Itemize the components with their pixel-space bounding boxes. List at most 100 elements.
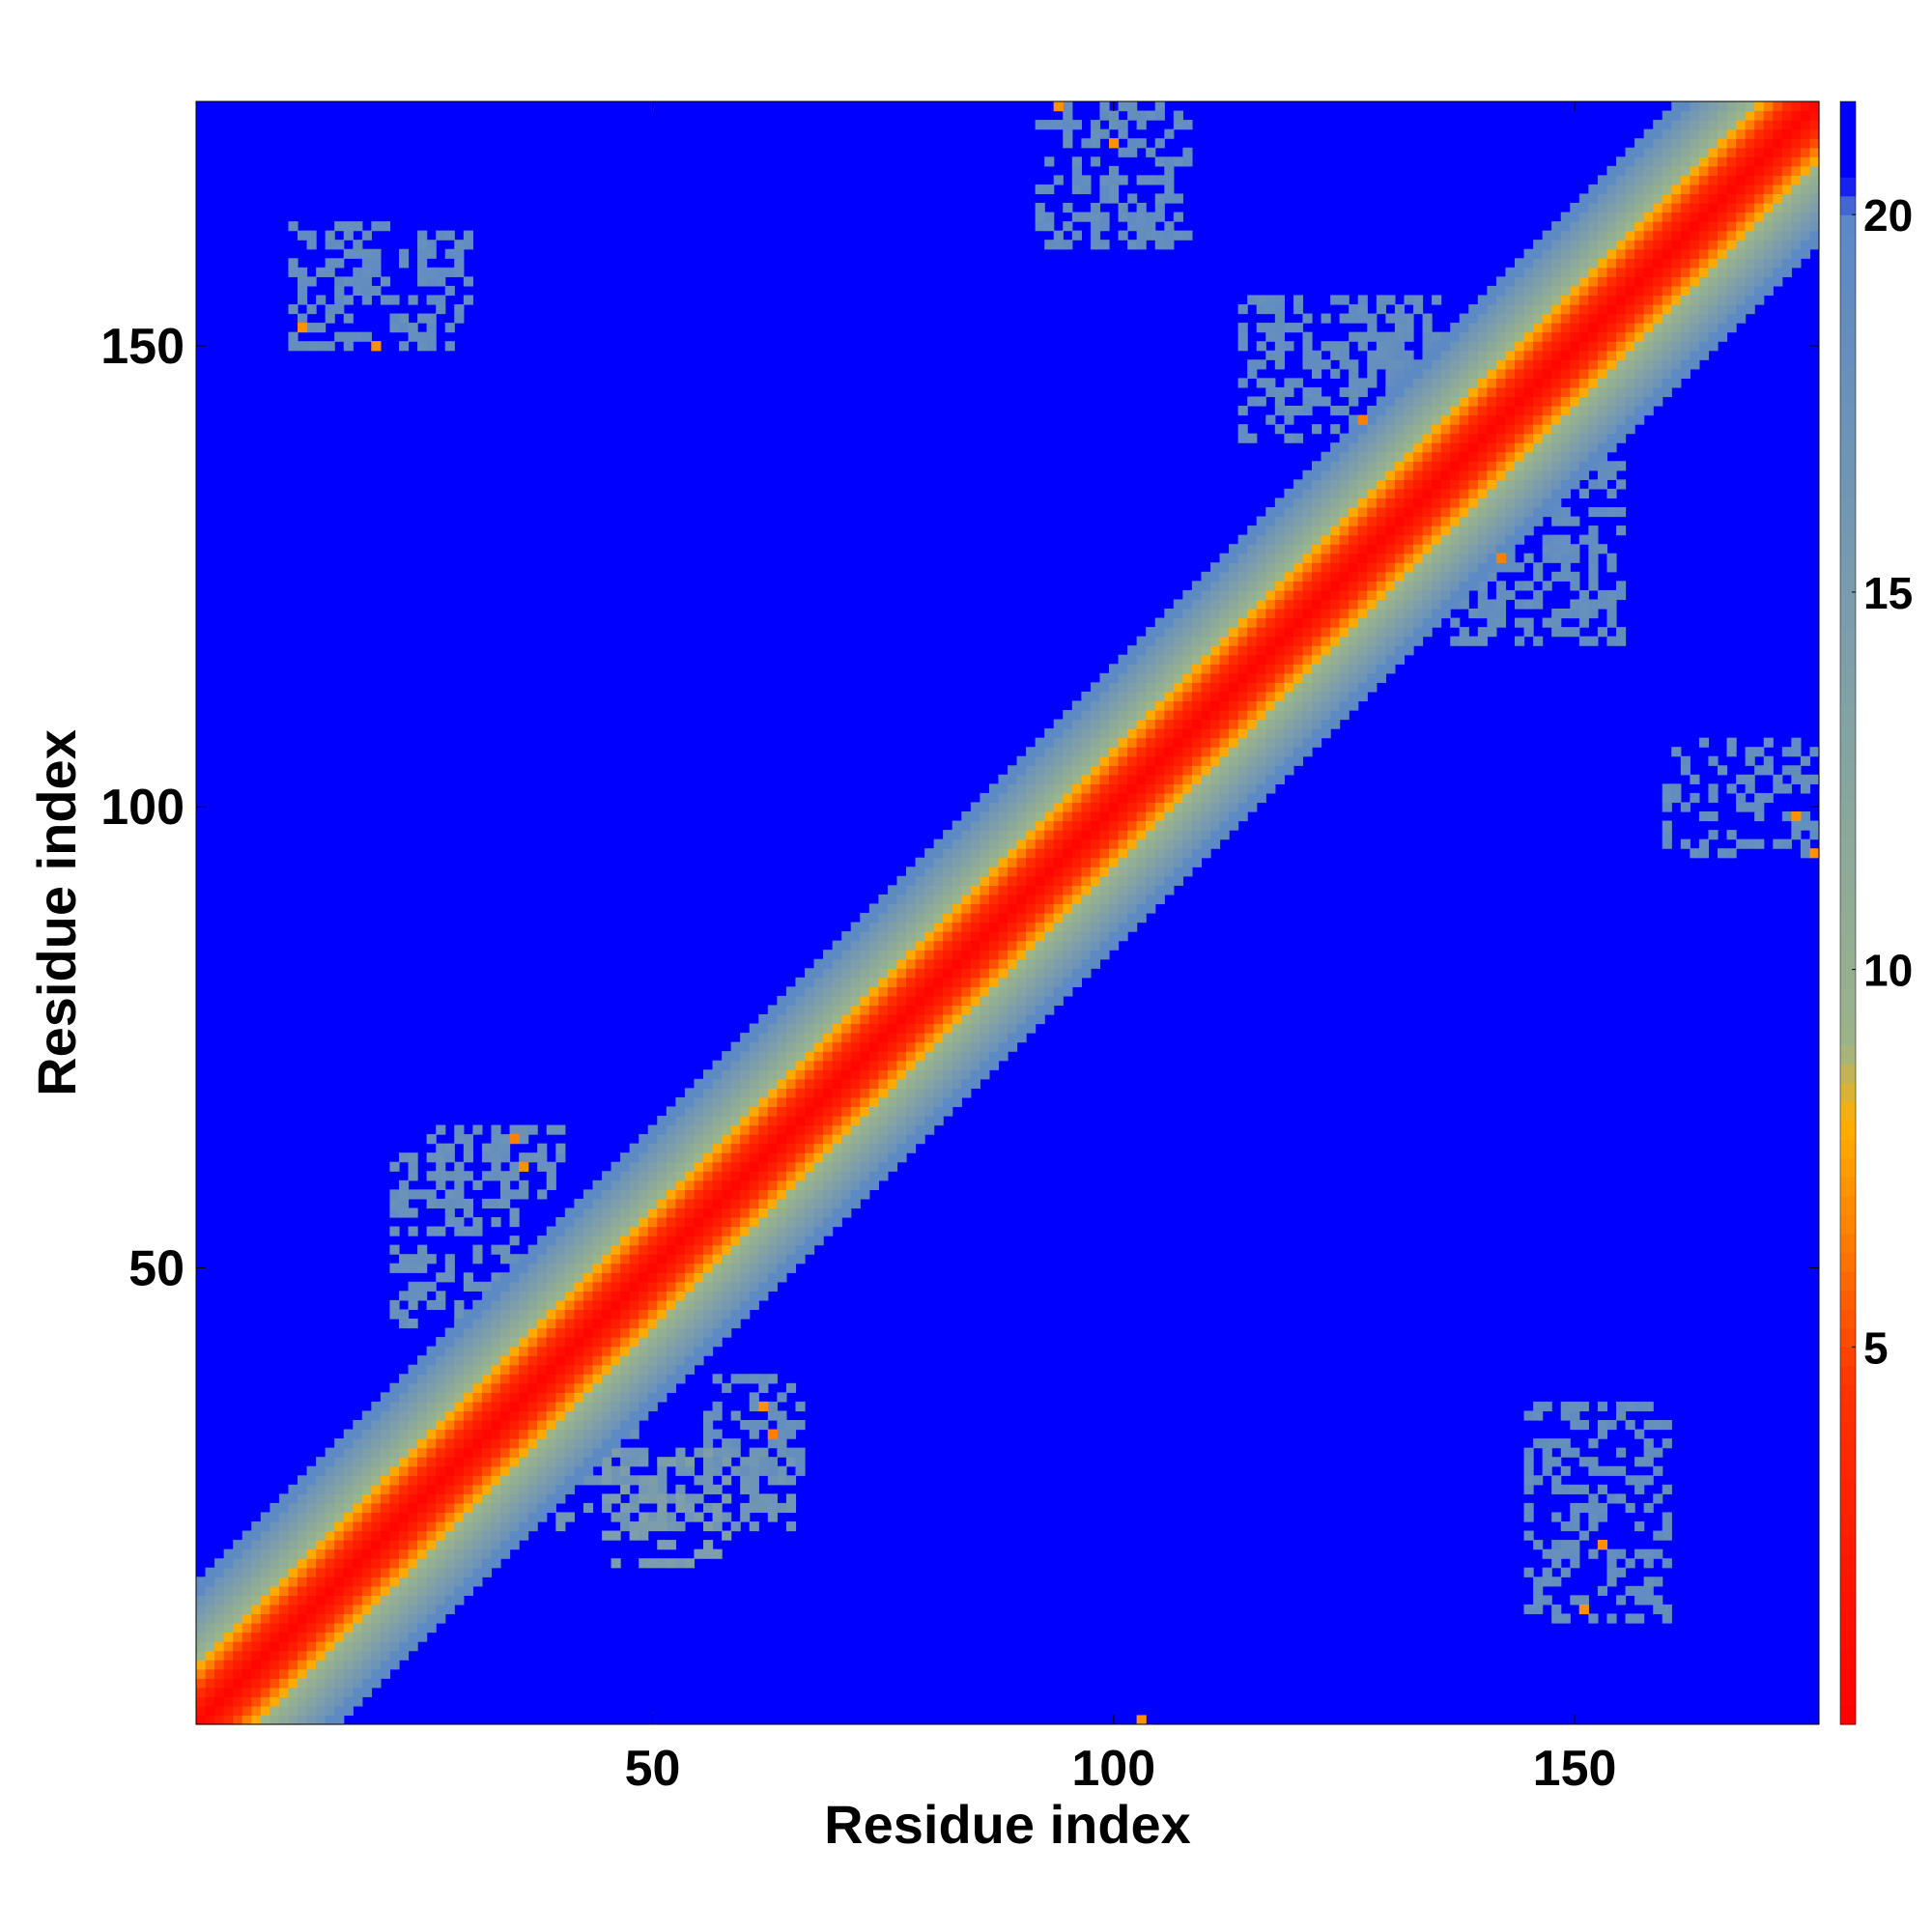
diagonal-cell (417, 1447, 428, 1458)
diagonal-cell (537, 1457, 548, 1467)
diagonal-cell (970, 977, 980, 987)
diagonal-cell (242, 1641, 252, 1652)
contact-cell (444, 1217, 455, 1228)
diagonal-cell (334, 1705, 345, 1717)
contact-cell (1302, 396, 1313, 407)
contact-cell (1164, 221, 1175, 232)
diagonal-cell (611, 1319, 621, 1329)
diagonal-cell (896, 968, 907, 979)
contact-cell (564, 1512, 575, 1522)
contact-cell (1708, 755, 1719, 766)
diagonal-cell (1016, 968, 1027, 979)
diagonal-cell (740, 1299, 751, 1311)
contact-cell (1330, 368, 1341, 379)
diagonal-cell (1284, 617, 1294, 628)
diagonal-cell (952, 894, 962, 905)
contact-cell (1690, 792, 1700, 804)
diagonal-cell (380, 1660, 391, 1670)
diagonal-cell (1035, 765, 1045, 776)
diagonal-cell (823, 1005, 834, 1015)
diagonal-cell (316, 1567, 327, 1577)
diagonal-cell (1136, 867, 1147, 877)
contact-cell (1274, 424, 1285, 435)
diagonal-cell (251, 1687, 262, 1697)
diagonal-cell (436, 1585, 446, 1596)
contact-cell (1745, 755, 1755, 766)
diagonal-cell (611, 1346, 621, 1356)
diagonal-cell (592, 1208, 603, 1218)
diagonal-cell (795, 1005, 806, 1015)
diagonal-cell (906, 1078, 917, 1089)
contact-cell (519, 1179, 529, 1190)
diagonal-cell (740, 1069, 751, 1080)
contact-cell (454, 1309, 465, 1320)
diagonal-cell (850, 931, 861, 942)
diagonal-cell (251, 1595, 262, 1605)
contact-cell (1515, 599, 1525, 610)
diagonal-cell (436, 1382, 446, 1393)
diagonal-cell (463, 1346, 473, 1356)
diagonal-cell (1081, 792, 1092, 804)
contact-cell (444, 323, 455, 333)
contact-cell (712, 1374, 723, 1384)
diagonal-cell (1127, 820, 1138, 831)
contact-cell (1284, 386, 1294, 398)
diagonal-cell (270, 1558, 280, 1569)
diagonal-cell (472, 1364, 483, 1375)
diagonal-cell (500, 1475, 511, 1486)
diagonal-cell (1164, 811, 1175, 822)
diagonal-cell (1229, 774, 1239, 784)
contact-cell (417, 1254, 428, 1264)
diagonal-cell (1099, 783, 1110, 794)
diagonal-cell (555, 1299, 566, 1311)
diagonal-cell (758, 1236, 769, 1246)
diagonal-cell (1063, 802, 1073, 812)
diagonal-cell (602, 1374, 612, 1384)
diagonal-cell (1090, 811, 1101, 822)
diagonal-cell (998, 940, 1009, 951)
diagonal-cell (1191, 719, 1203, 729)
diagonal-cell (1237, 802, 1248, 812)
diagonal-cell (1146, 857, 1156, 867)
diagonal-cell (1053, 820, 1064, 831)
diagonal-cell (639, 1355, 649, 1366)
diagonal-cell (353, 1660, 363, 1670)
diagonal-cell (1118, 664, 1128, 674)
contact-cell (1293, 323, 1304, 333)
diagonal-cell (988, 968, 1000, 979)
diagonal-cell (426, 1401, 437, 1412)
diagonal-cell (1063, 885, 1073, 895)
diagonal-cell (436, 1392, 446, 1403)
diagonal-cell (703, 1217, 714, 1228)
diagonal-cell (933, 931, 944, 942)
diagonal-cell (454, 1337, 465, 1348)
contact-cell (749, 1521, 759, 1532)
diagonal-cell (684, 1116, 696, 1126)
diagonal-cell (639, 1337, 649, 1348)
diagonal-cell (933, 848, 944, 859)
diagonal-cell (1302, 737, 1313, 748)
contact-cell (1468, 609, 1479, 619)
diagonal-cell (1090, 710, 1101, 721)
diagonal-cell (1008, 811, 1018, 822)
diagonal-cell (712, 1319, 723, 1329)
contact-cell (389, 313, 400, 324)
diagonal-cell (933, 950, 944, 960)
diagonal-cell (887, 950, 898, 960)
diagonal-cell (270, 1512, 280, 1522)
diagonal-cell (582, 1382, 594, 1393)
diagonal-cell (361, 1420, 372, 1431)
diagonal-cell (943, 903, 953, 914)
diagonal-cell (1164, 664, 1175, 674)
contact-cell (1570, 609, 1580, 619)
diagonal-cell (481, 1567, 493, 1577)
diagonal-cell (371, 1668, 382, 1679)
diagonal-cell (1302, 562, 1313, 573)
contact-cell (1745, 747, 1755, 757)
diagonal-cell (1071, 867, 1082, 877)
diagonal-cell (915, 977, 925, 987)
diagonal-cell (795, 1198, 806, 1209)
diagonal-cell (1016, 1005, 1027, 1015)
diagonal-cell (730, 1060, 741, 1070)
diagonal-cell (878, 1106, 889, 1117)
